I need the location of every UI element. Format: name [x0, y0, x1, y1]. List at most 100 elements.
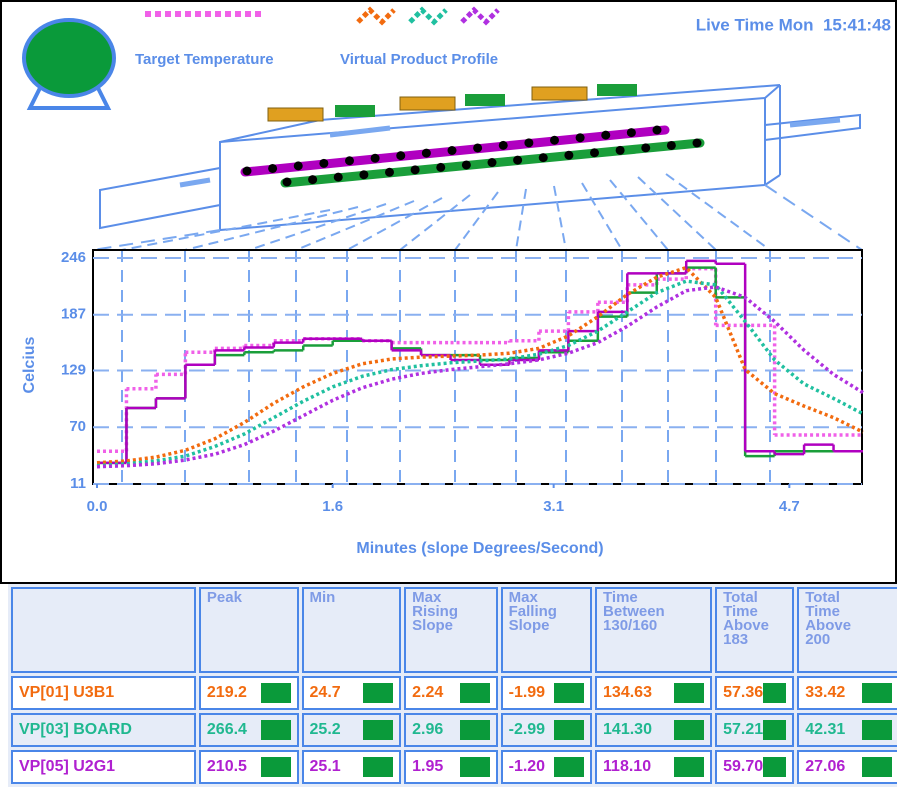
value-text: 25.2 — [309, 721, 341, 738]
value-text: 57.21 — [723, 721, 764, 738]
column-header-text: Time Between 130/160 — [603, 589, 665, 634]
value-cell: 27.06 — [797, 750, 897, 784]
column-header: Time Between 130/160 — [595, 587, 713, 673]
value-wrap: 25.1 — [310, 757, 394, 777]
value-text: -1.99 — [508, 684, 546, 701]
value-text: 42.31 — [805, 721, 846, 738]
zone-line — [515, 188, 527, 251]
value-cell: -2.99 — [500, 713, 593, 747]
belt-dot — [641, 143, 651, 153]
value-text: 141.30 — [603, 721, 652, 738]
value-text: 219.2 — [206, 684, 247, 701]
board — [335, 105, 375, 117]
results-table: Peak Min Max Rising Slope Max Falling Slope… — [8, 584, 897, 787]
value-wrap: 141.30 — [603, 720, 705, 740]
status-box — [260, 683, 291, 703]
belt-dot — [461, 160, 471, 170]
y-tick-label: 246 — [61, 249, 86, 266]
row-name: VP[01] U3B1 — [11, 676, 196, 710]
live-time: Live Time Mon 15:41:48 — [696, 15, 891, 34]
belt-dot — [564, 150, 574, 160]
y-axis-title: Celcius — [21, 336, 38, 393]
value-text: 24.7 — [309, 684, 341, 701]
value-wrap: 1.95 — [412, 757, 490, 777]
status-indicator — [22, 18, 116, 98]
value-cell: 57.36 — [715, 676, 795, 710]
header-row: Peak Min Max Rising Slope Max Falling Slope… — [11, 587, 897, 673]
board — [597, 84, 637, 96]
status-box — [459, 757, 490, 777]
value-cell: 1.95 — [404, 750, 498, 784]
board — [465, 94, 505, 106]
status-box — [459, 720, 490, 740]
x-tick-label: 1.6 — [322, 498, 343, 515]
belt-dot — [333, 172, 343, 182]
flow-arrow — [179, 177, 211, 188]
indicator-base — [26, 87, 112, 110]
value-cell: 219.2 — [198, 676, 299, 710]
x-tick-label: 4.7 — [779, 498, 800, 515]
belt-dot — [692, 138, 702, 148]
value-wrap: -1.20 — [508, 757, 585, 777]
zone-line — [184, 206, 359, 251]
y-tick-label: 187 — [61, 306, 86, 323]
belt-dot — [447, 146, 457, 155]
y-tick-label: 70 — [69, 418, 86, 435]
board — [399, 96, 456, 111]
board — [267, 107, 324, 122]
column-header: Peak — [198, 587, 299, 673]
status-box — [862, 720, 892, 740]
value-wrap: 25.2 — [310, 720, 394, 740]
profile-line — [96, 285, 864, 469]
zone-line — [248, 203, 387, 251]
value-text: 266.4 — [206, 721, 247, 738]
profile-line — [96, 265, 864, 465]
flow-arrow — [329, 125, 391, 138]
status-box — [459, 683, 490, 703]
status-box — [363, 683, 394, 703]
column-header: Total Time Above 200 — [797, 587, 897, 673]
status-box — [363, 757, 394, 777]
row-name: VP[05] U2G1 — [11, 750, 196, 784]
belt-dot — [524, 138, 534, 148]
column-header-text: Total Time Above 200 — [805, 589, 852, 648]
value-cell: 33.42 — [797, 676, 897, 710]
value-cell: 2.96 — [404, 713, 498, 747]
status-box — [260, 757, 291, 777]
value-text: 25.1 — [309, 758, 341, 775]
legend-swatch — [408, 6, 448, 26]
row-name: VP[03] BOARD — [11, 713, 196, 747]
profile-line — [96, 279, 864, 468]
belt-dot — [652, 125, 662, 135]
belt-dot — [268, 163, 278, 173]
status-box — [763, 683, 787, 703]
belt-dot — [242, 166, 252, 176]
legend-swatch — [460, 6, 500, 26]
belt-dot — [410, 165, 420, 175]
value-cell: 57.21 — [715, 713, 795, 747]
belt-dot — [293, 161, 303, 171]
belt-dot — [370, 153, 380, 163]
x-tick-label: 0.0 — [87, 498, 108, 515]
value-text: -1.20 — [508, 758, 546, 775]
status-box — [554, 757, 585, 777]
exit-conveyor — [764, 113, 861, 142]
value-wrap: 24.7 — [310, 683, 394, 703]
value-cell: 42.31 — [797, 713, 897, 747]
value-text: 134.63 — [603, 684, 652, 701]
value-wrap: 210.5 — [207, 757, 291, 777]
zone-line — [454, 191, 499, 251]
belt-dots — [242, 125, 702, 187]
status-box — [862, 757, 892, 777]
value-cell: 24.7 — [301, 676, 402, 710]
oven-diagram — [99, 84, 861, 232]
belt-dot — [626, 128, 636, 138]
belt-dot — [550, 135, 559, 145]
value-wrap: -2.99 — [509, 720, 585, 740]
belt-dot — [538, 153, 548, 163]
oven-edge — [764, 84, 781, 99]
column-header-text: Max Falling Slope — [508, 589, 557, 634]
column-header-text: Min — [309, 589, 336, 606]
status-box — [763, 757, 787, 777]
